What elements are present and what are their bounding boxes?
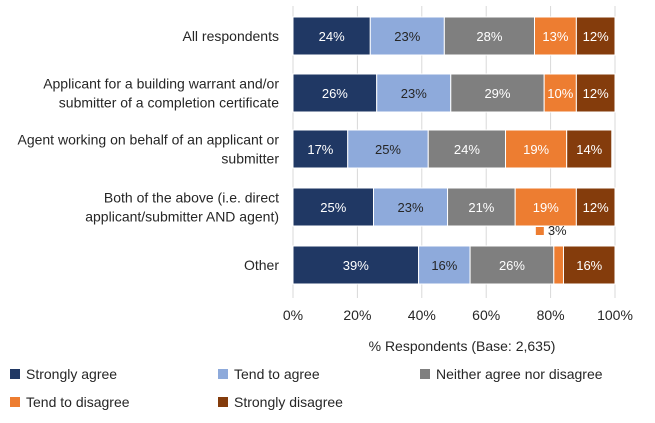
legend-swatch [420,369,430,379]
legend-swatch [10,397,20,407]
data-label: 25% [320,200,346,215]
data-label: 17% [307,142,333,157]
legend-swatch [218,397,228,407]
bar-segment [376,73,452,113]
data-label: 19% [523,142,549,157]
bar-segment [447,187,516,227]
x-tick-label: 20% [343,307,371,323]
data-label: 23% [394,29,420,44]
x-tick-label: 100% [597,307,633,323]
data-label: 16% [431,258,457,273]
x-tick-label: 80% [537,307,565,323]
category-label: Both of the above (i.e. direct [104,190,279,206]
data-label: 25% [375,142,401,157]
bar-segment [347,129,429,169]
bar-segment [534,16,577,56]
legend-swatch [10,369,20,379]
bar-segment [562,245,616,285]
category-label: Other [244,257,279,273]
legend: Strongly agree Tend to agree Neither agree… [10,366,603,410]
bar-segment [450,73,545,113]
bar-segment [575,187,616,227]
data-label: 13% [542,29,568,44]
data-label: 23% [401,86,427,101]
bar-segment [292,73,378,113]
annotation-label: 3% [548,223,567,238]
category-labels: All respondents Applicant for a building … [17,28,279,273]
x-axis-ticks: 0% 20% 40% 60% 80% 100% [283,307,633,323]
bars: 24% 23% 28% 13% 12% 26% 23% 29% 10% 12% 17% 25% 24% 1… [292,16,616,285]
x-tick-label: 60% [472,307,500,323]
bar-segment [575,16,616,56]
legend-label: Tend to disagree [26,394,130,410]
bar-segment [427,129,507,169]
data-label: 21% [468,200,494,215]
x-tick-label: 40% [408,307,436,323]
bar-segment [292,129,349,169]
data-label: 12% [583,200,609,215]
bar-segment [575,73,616,113]
data-label: 39% [343,258,369,273]
category-label: All respondents [182,28,279,44]
data-label: 24% [319,29,345,44]
data-label: 29% [484,86,510,101]
data-label: 16% [576,258,602,273]
bar-segment [543,73,577,113]
data-label: 10% [547,86,573,101]
category-label: submitter [221,151,279,167]
legend-label: Strongly disagree [234,394,343,410]
x-axis-label: % Respondents (Base: 2,635) [369,338,556,354]
category-label: Applicant for a building warrant and/or [43,76,279,92]
legend-label: Neither agree nor disagree [436,366,603,382]
x-tick-label: 0% [283,307,303,323]
bar-segment [505,129,568,169]
data-label: 14% [576,142,602,157]
bar-segment [469,245,555,285]
bar-segment [566,129,613,169]
data-label: 26% [322,86,348,101]
data-label: 28% [476,29,502,44]
data-label: 24% [454,142,480,157]
legend-swatch [218,369,228,379]
data-label: 12% [583,29,609,44]
data-label: 26% [499,258,525,273]
legend-label: Strongly agree [26,366,117,382]
category-label: Agent working on behalf of an applicant … [17,132,279,148]
category-label: submitter of a completion certificate [59,95,279,111]
data-label: 12% [583,86,609,101]
category-label: applicant/submitter AND agent) [85,209,279,225]
bar-segment [292,245,420,285]
bar-segment [373,187,449,227]
annotation-marker [535,227,544,235]
bar-segment [292,16,371,56]
bar-segment [553,245,564,285]
data-label: 23% [398,200,424,215]
legend-label: Tend to agree [234,366,320,382]
data-label: 19% [533,200,559,215]
